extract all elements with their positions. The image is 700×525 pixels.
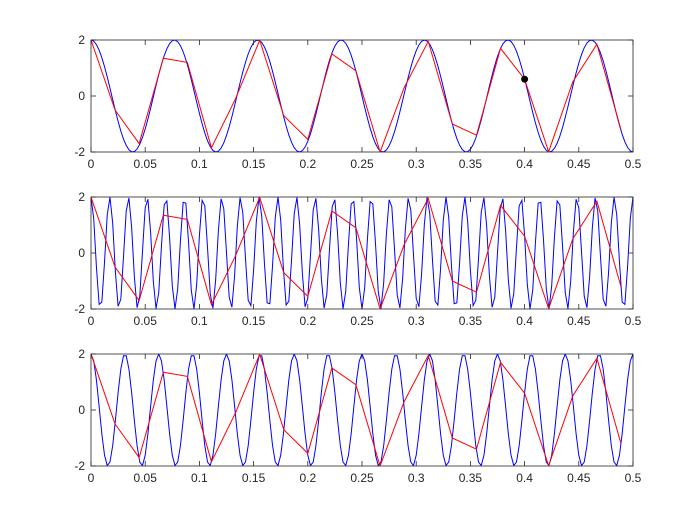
x-tick-label: 0.05 — [134, 471, 158, 485]
plot-area — [91, 40, 633, 152]
x-tick-label: 0.25 — [350, 314, 374, 328]
x-tick-label: 0.3 — [408, 314, 425, 328]
y-tick-label: 2 — [78, 33, 85, 47]
x-tick-label: 0.4 — [516, 314, 533, 328]
x-tick-label: 0.45 — [567, 157, 591, 171]
x-tick-label: 0.1 — [191, 157, 208, 171]
x-tick-label: 0.05 — [134, 157, 158, 171]
y-tick-label: -2 — [74, 302, 85, 316]
series-line-2 — [91, 40, 622, 152]
x-tick-label: 0.05 — [134, 314, 158, 328]
subplot-3: 0 0.05 0.1 0.15 0.2 0.25 0.3 0.35 0.4 0.45 0.5-202 — [74, 347, 641, 485]
x-tick-label: 0.5 — [625, 471, 642, 485]
x-tick-label: 0.15 — [242, 471, 266, 485]
y-tick-label: 2 — [78, 347, 85, 361]
series-line-1 — [91, 197, 633, 309]
x-tick-label: 0.45 — [567, 471, 591, 485]
x-tick-label: 0.35 — [459, 471, 483, 485]
plot-area — [91, 354, 633, 466]
axes-box — [90, 196, 634, 310]
x-tick-label: 0.2 — [299, 157, 316, 171]
series-line-1 — [91, 354, 633, 466]
x-tick-label: 0.1 — [191, 314, 208, 328]
subplot-1: 0 0.05 0.1 0.15 0.2 0.25 0.3 0.35 0.4 0.45 0.5-202 — [74, 33, 641, 171]
x-tick-label: 0.2 — [299, 314, 316, 328]
x-tick-label: 0.4 — [516, 157, 533, 171]
x-tick-label: 0.25 — [350, 157, 374, 171]
plot-area — [91, 197, 633, 309]
y-tick-label: -2 — [74, 145, 85, 159]
y-tick-label: -2 — [74, 459, 85, 473]
x-tick-label: 0 — [88, 157, 95, 171]
x-tick-label: 0.15 — [242, 314, 266, 328]
axes-box — [90, 353, 634, 467]
x-tick-label: 0.15 — [242, 157, 266, 171]
x-tick-label: 0.35 — [459, 157, 483, 171]
y-tick-label: 0 — [78, 89, 85, 103]
y-tick-label: 0 — [78, 403, 85, 417]
data-point-marker — [521, 75, 529, 83]
subplot-2: 0 0.05 0.1 0.15 0.2 0.25 0.3 0.35 0.4 0.45 0.5-202 — [74, 190, 641, 328]
x-tick-label: 0.35 — [459, 314, 483, 328]
x-tick-label: 0.2 — [299, 471, 316, 485]
series-line-1 — [91, 40, 633, 152]
x-tick-label: 0.25 — [350, 471, 374, 485]
y-tick-label: 2 — [78, 190, 85, 204]
y-tick-label: 0 — [78, 246, 85, 260]
x-tick-label: 0.4 — [516, 471, 533, 485]
x-tick-label: 0.45 — [567, 314, 591, 328]
x-tick-label: 0.3 — [408, 157, 425, 171]
x-tick-label: 0.1 — [191, 471, 208, 485]
x-tick-label: 0.5 — [625, 157, 642, 171]
x-tick-label: 0 — [88, 314, 95, 328]
x-tick-label: 0 — [88, 471, 95, 485]
series-line-2 — [91, 197, 622, 309]
x-tick-label: 0.3 — [408, 471, 425, 485]
x-tick-label: 0.5 — [625, 314, 642, 328]
series-line-2 — [91, 354, 622, 466]
